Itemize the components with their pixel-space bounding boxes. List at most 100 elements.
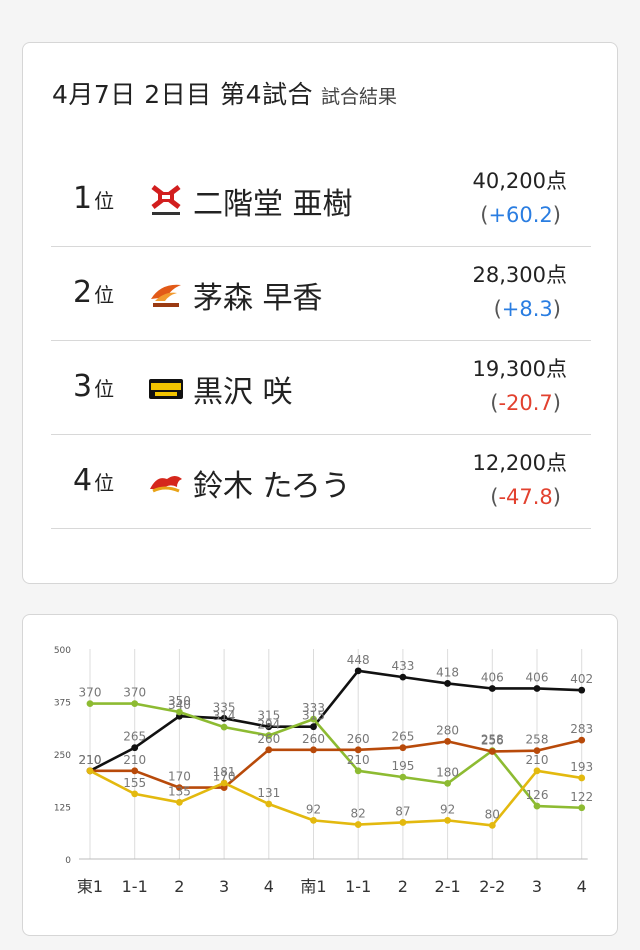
data-label: 340 <box>168 698 191 712</box>
data-label: 210 <box>526 753 549 767</box>
data-label: 180 <box>436 765 459 779</box>
data-label: 315 <box>302 709 325 723</box>
series-line-3 <box>90 738 582 789</box>
player-name: 黒沢 咲 <box>193 375 293 410</box>
data-label: 315 <box>257 709 280 723</box>
data-label: 170 <box>168 770 191 784</box>
data-point <box>220 714 228 722</box>
data-point <box>265 746 273 754</box>
data-point <box>354 767 362 775</box>
data-label: 314 <box>213 709 236 723</box>
data-point <box>578 774 586 782</box>
dragon-logo-icon <box>150 476 182 493</box>
data-label: 193 <box>570 760 593 774</box>
data-label: 333 <box>302 701 325 715</box>
player-points: 19,300点 <box>472 357 567 381</box>
score-line-chart: 0 125 250 375 500 東1 1-1 2 3 4 南1 1-1 2 2-1 2-2 3 4 210 26… <box>54 646 593 896</box>
data-point <box>444 780 451 787</box>
series-line-2 <box>90 702 582 810</box>
data-point <box>444 816 451 824</box>
data-point <box>399 673 407 681</box>
data-point <box>310 746 317 754</box>
data-label: 87 <box>395 804 410 818</box>
data-label: 265 <box>123 730 146 744</box>
data-point <box>488 685 496 692</box>
data-label: 448 <box>347 653 370 667</box>
data-point <box>310 715 317 723</box>
data-label: 135 <box>168 784 191 798</box>
data-label: 256 <box>481 733 504 747</box>
data-point <box>578 804 586 812</box>
data-label: 406 <box>526 670 549 684</box>
data-label: 92 <box>306 802 321 816</box>
data-point <box>265 723 273 731</box>
data-point <box>533 747 541 755</box>
match-title: 4月7日 2日目 第4試合 <box>52 80 314 109</box>
score-diff: (-47.8) <box>490 485 561 509</box>
data-label: 258 <box>481 733 504 747</box>
data-point <box>488 822 496 829</box>
data-label: 335 <box>213 700 236 714</box>
data-point <box>399 744 407 752</box>
data-point <box>578 736 586 744</box>
data-point <box>354 746 362 754</box>
x-tick-label: 3 <box>219 877 229 896</box>
data-label: 122 <box>570 790 593 804</box>
player-points: 40,200点 <box>472 169 567 193</box>
data-label: 170 <box>213 770 236 784</box>
data-label: 210 <box>79 753 102 767</box>
y-tick-label: 500 <box>54 646 71 656</box>
data-label: 370 <box>79 686 102 700</box>
match-subtitle: 試合結果 <box>321 86 398 108</box>
x-tick-label: 南1 <box>300 877 326 896</box>
data-label: 210 <box>123 753 146 767</box>
data-point <box>131 767 139 775</box>
data-label: 92 <box>440 802 455 816</box>
data-label: 181 <box>213 765 236 779</box>
data-point <box>399 819 407 826</box>
raiden-logo-icon <box>149 379 183 399</box>
player-name: 茅森 早香 <box>193 281 323 316</box>
data-point <box>131 790 139 798</box>
score-diff: (+60.2) <box>480 203 561 227</box>
match-header: 4月7日 2日目 第4試合 試合結果 <box>52 75 397 111</box>
data-label: 210 <box>79 753 102 767</box>
phoenix-logo-icon <box>151 284 181 307</box>
x-tick-label: 2-1 <box>435 877 461 896</box>
player-name: 二階堂 亜樹 <box>193 187 353 222</box>
score-diff: (-20.7) <box>490 391 561 415</box>
data-point <box>533 685 541 692</box>
x-tick-label: 2-2 <box>479 877 505 896</box>
data-label: 260 <box>302 732 325 746</box>
data-label: 82 <box>351 807 366 821</box>
data-point <box>578 686 586 694</box>
x-tick-label: 東1 <box>77 877 103 896</box>
x-tick-label: 1-1 <box>122 877 148 896</box>
data-label: 210 <box>347 753 370 767</box>
data-label: 126 <box>526 788 549 802</box>
data-point <box>310 723 317 731</box>
data-label: 350 <box>168 694 191 708</box>
player-points: 12,200点 <box>472 451 567 475</box>
player-points: 28,300点 <box>472 263 567 287</box>
data-point <box>265 800 273 808</box>
data-label: 265 <box>391 730 414 744</box>
data-point <box>176 798 183 806</box>
x-tick-label: 2 <box>174 877 184 896</box>
series-line-4 <box>89 769 582 827</box>
data-label: 418 <box>436 665 459 679</box>
data-label: 260 <box>347 732 370 746</box>
data-label: 406 <box>481 670 504 684</box>
data-point <box>86 700 94 707</box>
data-label: 402 <box>570 672 593 686</box>
data-label: 195 <box>391 759 414 773</box>
